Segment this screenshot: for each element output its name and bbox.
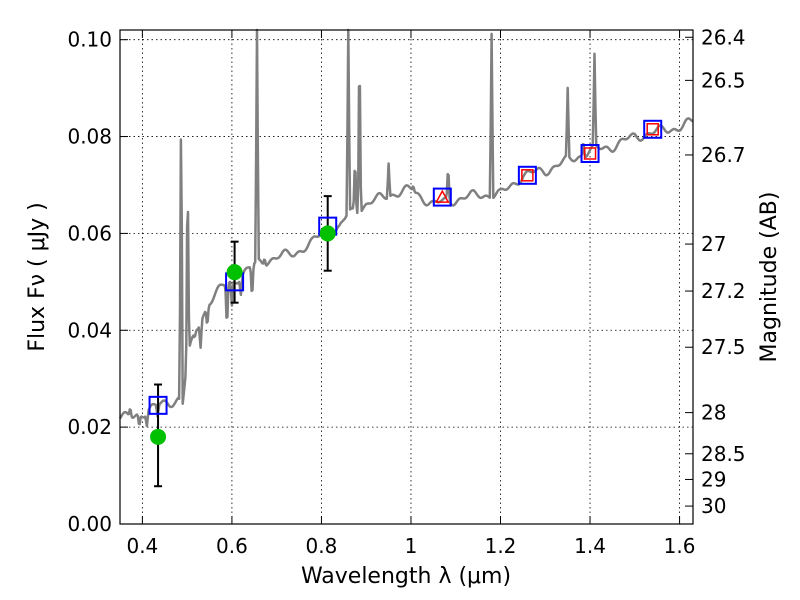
y-tick-label: 0.10 [67,28,112,52]
y-tick-label: 0.06 [67,221,112,245]
mag-tick-label: 26.4 [701,25,746,49]
x-axis-label: Wavelength λ (μm) [301,564,511,589]
x-tick-label: 1.6 [664,534,696,558]
model-photometry-square [517,165,537,185]
y-tick-label: 0.08 [67,125,112,149]
observed-photometry-point [226,264,243,281]
mag-tick-label: 29 [701,467,726,491]
mag-tick-label: 26.7 [701,143,746,167]
x-tick-label: 1.2 [485,534,517,558]
spectrum-layer [118,28,694,428]
x-tick-label: 0.6 [216,534,248,558]
x-tick-label: 1.4 [574,534,606,558]
mag-tick-label: 27.5 [701,335,746,359]
model-photometry-square [580,144,600,163]
y-right-axis-label: Magnitude (AB) [757,192,782,363]
mag-tick-label: 28 [701,401,726,425]
nir-photometry-square [521,169,534,182]
spectrum-line [118,28,694,428]
observed-photometry-point [319,225,336,242]
x-tick-label: 0.8 [306,534,338,558]
x-tick-label: 0.4 [126,534,158,558]
nir-photometry-square [646,123,659,136]
nir-photometry-square [583,147,597,160]
observed-photometry-point [150,428,167,445]
mag-tick-label: 30 [701,494,726,518]
y-tick-label: 0.00 [67,512,112,536]
model-photometry-square [148,395,168,415]
plot-frame [119,29,694,525]
model-photometry-square [432,187,452,207]
grid [120,30,693,525]
mag-tick-label: 27 [701,232,726,256]
y-tick-label: 0.04 [67,318,112,342]
y-tick-label: 0.02 [67,415,112,439]
y-axis-label: Flux Fν ( μJy ) [25,202,50,351]
ticks: 0.4 0.6 0.8 1 1.2 1.4 1.6 0.00 0.02 0.04 0.06 0.08 0… [67,25,745,558]
nir-photometry-triangle [435,189,450,203]
mag-tick-label: 27.2 [701,279,746,303]
mag-tick-label: 26.5 [701,68,746,92]
x-tick-label: 1 [405,534,418,558]
mag-tick-label: 28.5 [701,442,746,466]
photometry-layer [148,119,663,488]
model-photometry-square [643,119,663,139]
